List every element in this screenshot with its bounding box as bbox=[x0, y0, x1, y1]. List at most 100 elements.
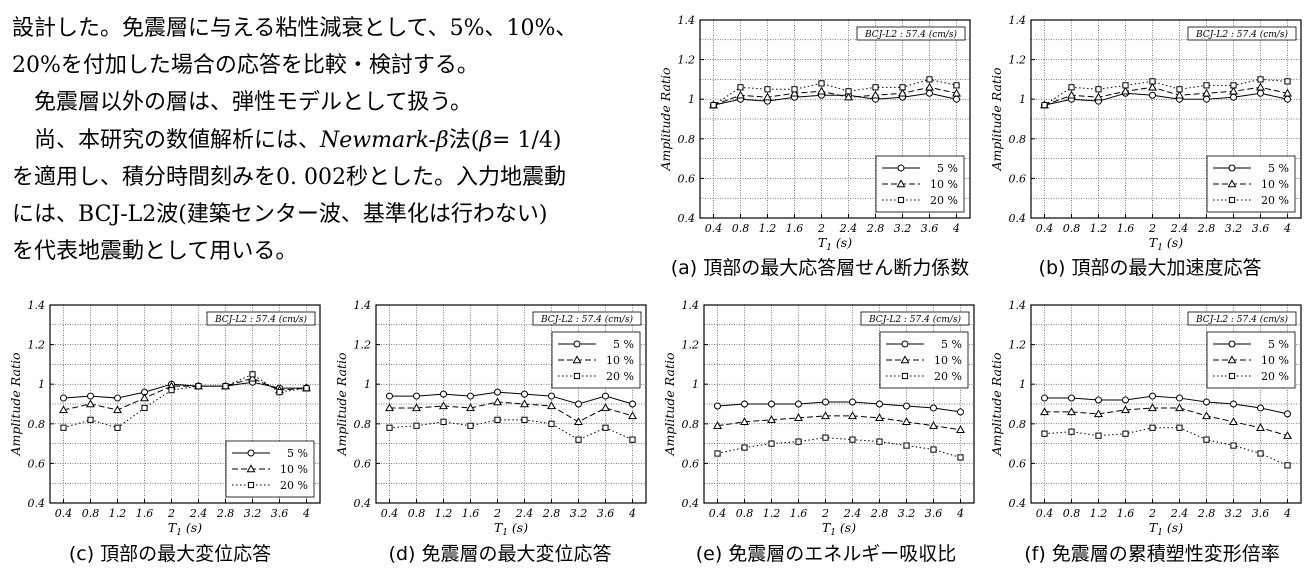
y-tick-label: 0.8 bbox=[678, 133, 696, 146]
x-tick-label: 1.2 bbox=[109, 507, 127, 520]
data-point bbox=[871, 90, 880, 99]
data-point bbox=[1175, 90, 1184, 99]
y-tick-label: 0.8 bbox=[28, 418, 46, 431]
data-point bbox=[1176, 86, 1183, 93]
legend-marker bbox=[573, 340, 581, 348]
chart-f-svg: 0.4 0.6 0.8 1 1.2 1.4 0.4 0.8 1.2 1.6 2 2.4 2.8 3.2 3.… bbox=[989, 299, 1302, 538]
plot-frame bbox=[49, 304, 321, 504]
y-tick-label: 1.4 bbox=[682, 299, 700, 312]
x-tick-label: 3.6 bbox=[1252, 507, 1270, 520]
data-point bbox=[494, 388, 501, 396]
x-tick-label: 2.8 bbox=[216, 507, 235, 520]
data-point bbox=[1148, 82, 1157, 91]
x-tick-label: 4 bbox=[1283, 507, 1291, 520]
x-tick-label: 2.4 bbox=[1170, 507, 1189, 520]
series-line bbox=[63, 377, 307, 411]
x-tick-label: 3.2 bbox=[894, 222, 912, 235]
data-point bbox=[1121, 86, 1130, 95]
legend-marker bbox=[1228, 196, 1236, 204]
data-point bbox=[1203, 95, 1210, 103]
legend-label: 10 % bbox=[934, 354, 962, 367]
legend-label: 5 % bbox=[613, 338, 634, 351]
legend-marker bbox=[1228, 164, 1236, 172]
series-line bbox=[389, 391, 633, 405]
legend-label: 20 % bbox=[1261, 370, 1289, 383]
caption-b: (b) 頂部の最大加速度応答 bbox=[1038, 257, 1262, 279]
text-line-3: 免震層以外の層は、弾性モデルとして扱う。 bbox=[34, 90, 473, 116]
data-point bbox=[86, 399, 95, 408]
x-tick-label: 0.8 bbox=[732, 222, 750, 235]
text-line-6: には、BCJ-L2波(建築センター波、基準化は行わない) bbox=[12, 202, 548, 228]
y-tick-label: 0.6 bbox=[1009, 457, 1027, 470]
legend-marker bbox=[1227, 179, 1237, 188]
legend-marker bbox=[246, 464, 256, 473]
x-axis-label: T1 (s) bbox=[1149, 235, 1183, 253]
data-point bbox=[849, 436, 856, 443]
data-point bbox=[953, 82, 960, 89]
data-point bbox=[790, 88, 799, 97]
x-tick-label: 2 bbox=[1148, 507, 1156, 520]
plot-frame bbox=[1030, 304, 1302, 504]
note-text: BCJ-L2 : 57.4 (cm/s) bbox=[540, 314, 633, 325]
x-tick-label: 3.2 bbox=[244, 507, 262, 520]
note-box bbox=[206, 311, 316, 326]
data-point bbox=[141, 404, 148, 412]
data-point bbox=[114, 424, 121, 431]
x-tick-label: 2.4 bbox=[515, 507, 534, 520]
data-point bbox=[795, 438, 802, 445]
data-point bbox=[493, 397, 502, 406]
x-tick-label: 0.4 bbox=[55, 507, 73, 520]
data-point bbox=[601, 403, 610, 412]
legend-marker bbox=[897, 164, 905, 172]
y-tick-label: 0.4 bbox=[678, 212, 696, 225]
data-point bbox=[1122, 430, 1129, 437]
data-point bbox=[1229, 86, 1238, 95]
text-line-4-post: = 1/4) bbox=[492, 127, 562, 153]
data-point bbox=[59, 405, 68, 414]
x-tick-label: 1.6 bbox=[462, 507, 480, 520]
data-point bbox=[764, 86, 771, 93]
data-point bbox=[1203, 436, 1210, 443]
x-tick-label: 3.2 bbox=[570, 507, 588, 520]
data-point bbox=[1229, 417, 1238, 426]
y-tick-label: 1 bbox=[38, 378, 45, 391]
data-point bbox=[1149, 78, 1156, 85]
data-point bbox=[195, 383, 202, 390]
y-tick-label: 1.2 bbox=[682, 339, 700, 352]
data-point bbox=[1095, 396, 1102, 404]
data-point bbox=[1256, 423, 1265, 431]
data-point bbox=[713, 421, 722, 429]
x-tick-label: 2 bbox=[817, 222, 825, 235]
x-tick-label: 2.4 bbox=[189, 507, 208, 520]
y-tick-label: 1.2 bbox=[28, 339, 46, 352]
x-tick-label: 0.8 bbox=[1063, 222, 1081, 235]
legend-label: 20 % bbox=[606, 370, 634, 383]
legend-label: 20 % bbox=[1261, 194, 1289, 207]
text-line-1: 設計した。免震層に与える粘性減衰として、5%、10%、 bbox=[12, 16, 578, 41]
data-point bbox=[822, 434, 829, 441]
data-point bbox=[276, 389, 283, 396]
data-point bbox=[768, 440, 775, 447]
series-line bbox=[389, 419, 633, 441]
x-tick-label: 0.4 bbox=[709, 507, 727, 520]
data-point bbox=[1257, 76, 1264, 83]
data-point bbox=[817, 86, 826, 95]
legend-marker bbox=[1227, 355, 1237, 364]
x-tick-label: 3.2 bbox=[898, 507, 916, 520]
legend-label: 5 % bbox=[287, 447, 308, 460]
caption-c: (c) 頂部の最大変位応答 bbox=[68, 543, 272, 565]
x-tick-label: 2.8 bbox=[542, 507, 561, 520]
x-tick-label: 0.4 bbox=[705, 222, 723, 235]
x-tick-label: 2.4 bbox=[843, 507, 862, 520]
legend-marker bbox=[572, 355, 582, 364]
data-point bbox=[520, 399, 529, 408]
data-point bbox=[845, 88, 852, 95]
data-point bbox=[930, 404, 937, 412]
data-point bbox=[1230, 442, 1237, 449]
x-tick-label: 2 bbox=[1148, 222, 1156, 235]
data-point bbox=[494, 416, 501, 423]
data-point bbox=[1176, 424, 1183, 431]
x-tick-label: 3.6 bbox=[597, 507, 615, 520]
text-line-7: を代表地震動として用いる。 bbox=[12, 239, 298, 265]
y-tick-label: 0.4 bbox=[1009, 212, 1027, 225]
